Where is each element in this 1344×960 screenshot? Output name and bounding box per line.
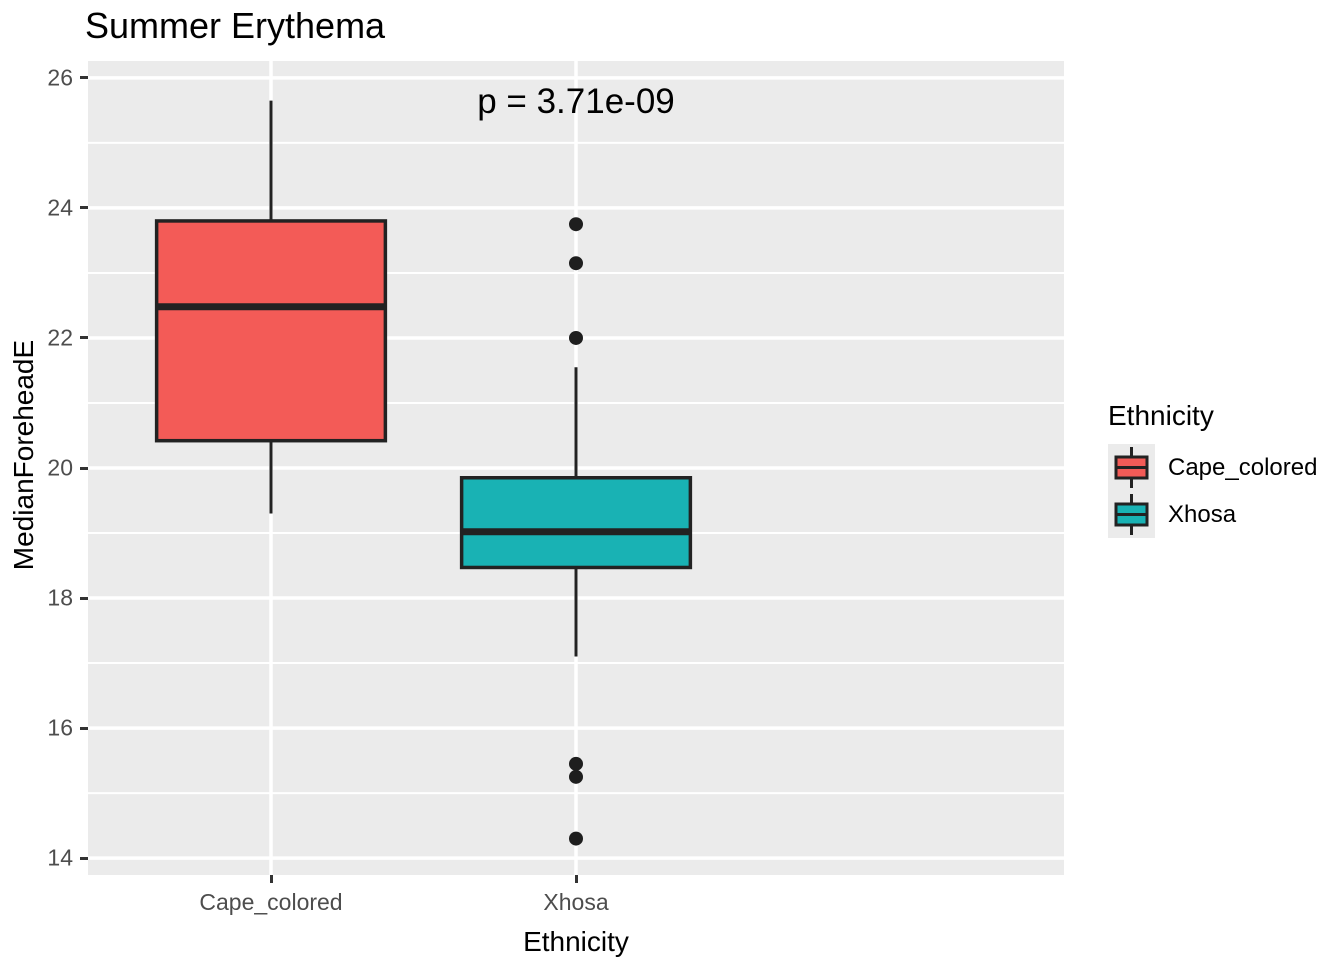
legend-label: Xhosa bbox=[1168, 500, 1237, 528]
y-tick-label: 22 bbox=[47, 324, 73, 351]
y-tick-label: 14 bbox=[47, 844, 73, 871]
boxplot-key-glyph bbox=[1108, 444, 1155, 491]
y-tick-mark bbox=[80, 336, 88, 340]
outlier-point-xhosa bbox=[569, 330, 583, 345]
y-tick-mark bbox=[80, 76, 88, 80]
outlier-point-xhosa bbox=[569, 769, 583, 784]
outlier-point-xhosa bbox=[569, 217, 583, 232]
plot-panel bbox=[88, 61, 1064, 875]
box-xhosa bbox=[459, 476, 693, 570]
y-tick-label: 20 bbox=[47, 454, 73, 481]
y-tick-label: 26 bbox=[47, 64, 73, 91]
outlier-point-xhosa bbox=[569, 256, 583, 271]
y-tick-mark bbox=[80, 596, 88, 600]
y-axis-title: MedianForeheadE bbox=[8, 339, 39, 571]
outlier-point-xhosa bbox=[569, 756, 583, 771]
y-tick-mark bbox=[80, 856, 88, 860]
x-tick-label-xhosa: Xhosa bbox=[543, 889, 609, 915]
x-tick-mark bbox=[574, 875, 578, 883]
outlier-point-xhosa bbox=[569, 831, 583, 846]
legend-item-cape_colored: Cape_colored bbox=[1108, 444, 1317, 491]
box-cape_colored bbox=[154, 219, 388, 443]
p-value-annotation: p = 3.71e-09 bbox=[477, 82, 675, 121]
legend-title: Ethnicity bbox=[1108, 400, 1214, 431]
x-axis-title: Ethnicity bbox=[523, 926, 629, 957]
legend-item-xhosa: Xhosa bbox=[1108, 491, 1317, 538]
legend-label: Cape_colored bbox=[1168, 453, 1318, 481]
y-tick-label: 16 bbox=[47, 714, 73, 741]
boxplot-canvas bbox=[88, 61, 1064, 875]
legend-items: Cape_colored Xhosa bbox=[1108, 444, 1317, 538]
y-tick-mark bbox=[80, 726, 88, 730]
y-tick-label: 18 bbox=[47, 584, 73, 611]
x-tick-mark bbox=[269, 875, 273, 883]
x-tick-label-cape_colored: Cape_colored bbox=[199, 889, 343, 915]
legend: Ethnicity Cape_colored Xhosa bbox=[1108, 400, 1317, 538]
y-tick-mark bbox=[80, 206, 88, 210]
y-tick-label: 24 bbox=[47, 194, 73, 221]
y-tick-mark bbox=[80, 466, 88, 470]
boxplot-key-glyph bbox=[1108, 491, 1155, 538]
plot-title: Summer Erythema bbox=[85, 5, 386, 46]
